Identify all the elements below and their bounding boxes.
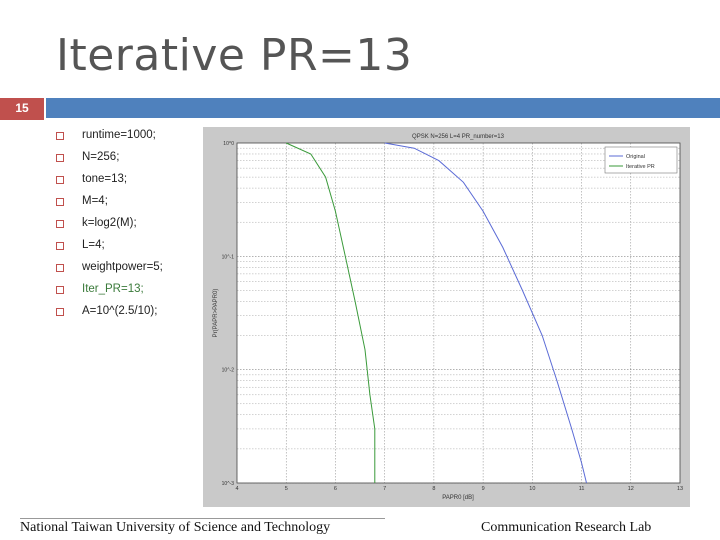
list-item: Iter_PR=13;	[56, 282, 163, 304]
legend-label-iterative: Iterative PR	[626, 164, 655, 170]
slide-number: 15	[15, 101, 29, 115]
x-axis-label: PAPR0 [dB]	[442, 495, 474, 501]
ccdf-chart: QPSK N=256 L=4 PR_number=13 PAPR0 [dB] P…	[213, 134, 683, 501]
bullet-square-icon	[56, 264, 64, 272]
y-tick-label: 10^-3	[222, 481, 235, 487]
slide-number-bar	[0, 98, 44, 120]
list-item: M=4;	[56, 194, 163, 216]
list-item: tone=13;	[56, 172, 163, 194]
list-item: k=log2(M);	[56, 216, 163, 238]
chart-ticks: 4 5 6 7 8 9 10 11 12 13 10^0 10^-1 10^-2 10^-3	[222, 141, 683, 492]
chart-title: QPSK N=256 L=4 PR_number=13	[412, 134, 505, 140]
y-tick-label: 10^-1	[222, 254, 235, 260]
series-line-original	[384, 142, 587, 484]
bullet-text: k=log2(M);	[82, 217, 137, 229]
parameter-list: runtime=1000; N=256; tone=13; M=4; k=log…	[56, 128, 163, 326]
list-item: weightpower=5;	[56, 260, 163, 282]
bullet-text: tone=13;	[82, 173, 128, 185]
x-tick-label: 5	[285, 486, 288, 492]
y-tick-label: 10^0	[223, 141, 234, 147]
list-item: runtime=1000;	[56, 128, 163, 150]
list-item: L=4;	[56, 238, 163, 260]
x-tick-label: 6	[334, 486, 337, 492]
footer-divider	[20, 518, 385, 519]
bullet-text: weightpower=5;	[82, 261, 163, 273]
bullet-square-icon	[56, 198, 64, 206]
bullet-square-icon	[56, 242, 64, 250]
x-tick-label: 9	[482, 486, 485, 492]
x-tick-label: 12	[628, 486, 634, 492]
chart-series	[285, 142, 587, 484]
bullet-text: M=4;	[82, 195, 108, 207]
header-accent-bar	[46, 98, 720, 118]
bullet-text: A=10^(2.5/10);	[82, 305, 158, 317]
list-item: N=256;	[56, 150, 163, 172]
bullet-square-icon	[56, 220, 64, 228]
bullet-square-icon	[56, 308, 64, 316]
bullet-text: L=4;	[82, 239, 105, 251]
x-tick-label: 10	[529, 486, 535, 492]
chart-frame: QPSK N=256 L=4 PR_number=13 PAPR0 [dB] P…	[203, 127, 690, 507]
bullet-square-icon	[56, 176, 64, 184]
bullet-text: runtime=1000;	[82, 129, 156, 141]
x-tick-label: 11	[579, 486, 585, 492]
legend-label-original: Original	[626, 154, 645, 160]
x-tick-label: 7	[383, 486, 386, 492]
slide-title: Iterative PR=13	[56, 30, 413, 81]
bullet-square-icon	[56, 154, 64, 162]
footer-university: National Taiwan University of Science an…	[20, 520, 331, 535]
bullet-square-icon	[56, 286, 64, 294]
legend-box	[604, 146, 678, 174]
x-tick-label: 8	[432, 486, 435, 492]
plot-area	[236, 142, 681, 484]
series-line-iterative	[285, 142, 376, 483]
bullet-text: Iter_PR=13;	[82, 283, 144, 295]
bullet-square-icon	[56, 132, 64, 140]
chart-legend: Original Iterative PR	[604, 146, 678, 174]
y-axis-label: Pr(PAPR>PAPR0)	[213, 289, 219, 338]
x-tick-label: 13	[677, 486, 683, 492]
list-item: A=10^(2.5/10);	[56, 304, 163, 326]
bullet-text: N=256;	[82, 151, 120, 163]
x-tick-label: 4	[235, 486, 238, 492]
y-tick-label: 10^-2	[222, 368, 235, 374]
footer-lab: Communication Research Lab	[481, 520, 652, 535]
